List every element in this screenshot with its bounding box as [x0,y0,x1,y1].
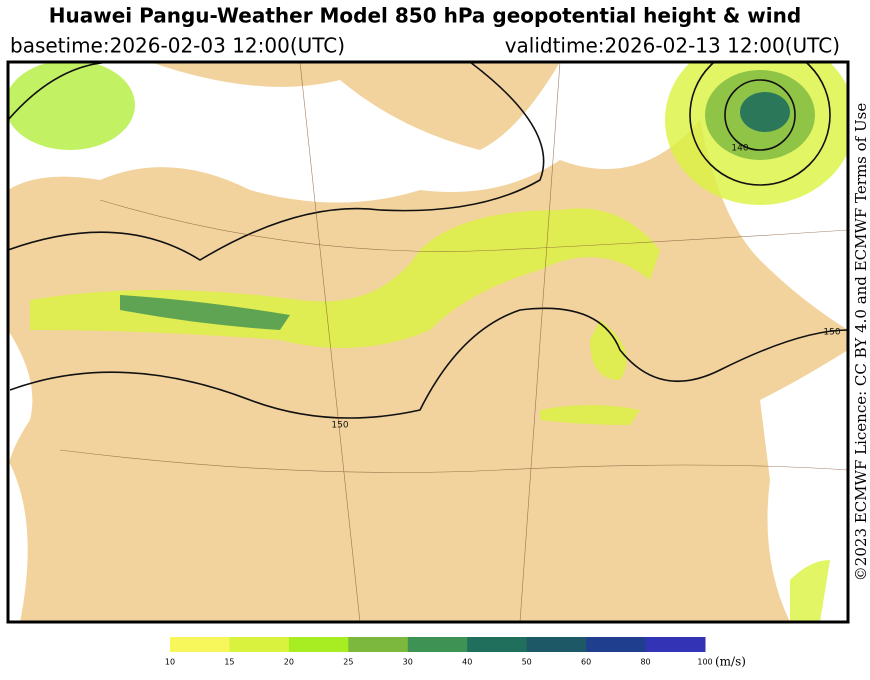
colorbar-tick-label: 20 [284,658,294,667]
colorbar-tick-label: 80 [640,658,650,667]
colorbar-tick-label: 25 [343,658,353,667]
colorbar-segment [348,637,409,652]
side-note: ©2023 ECMWF Licence: CC BY 4.0 and ECMWF… [852,103,870,582]
colorbar-segment [526,637,587,652]
colorbar-tick-label: 15 [224,658,234,667]
title: Huawei Pangu-Weather Model 850 hPa geopo… [49,4,801,28]
colorbar-segment [229,637,290,652]
basetime: basetime:2026-02-03 12:00(UTC) [10,34,345,58]
map [6,60,850,624]
colorbar-tick-label: 60 [581,658,591,667]
colorbar-tick-label: 50 [522,658,532,667]
colorbar-tick-label: 30 [403,658,413,667]
colorbar-tick-label: 100 [697,658,712,667]
colorbar-segment [170,637,230,652]
colorbar-segment [645,637,706,652]
contour-label: 140 [731,144,748,154]
colorbar-segment [407,637,468,652]
validtime: validtime:2026-02-13 12:00(UTC) [505,34,840,58]
contour-label: 150 [823,328,840,338]
colorbar-segment [288,637,349,652]
colorbar-segment [586,637,647,652]
colorbar-unit: (m/s) [715,655,746,669]
colorbar-segment [467,637,528,652]
colorbar-tick-label: 40 [462,658,472,667]
colorbar-tick-label: 10 [165,658,175,667]
contour-label: 150 [331,421,348,431]
